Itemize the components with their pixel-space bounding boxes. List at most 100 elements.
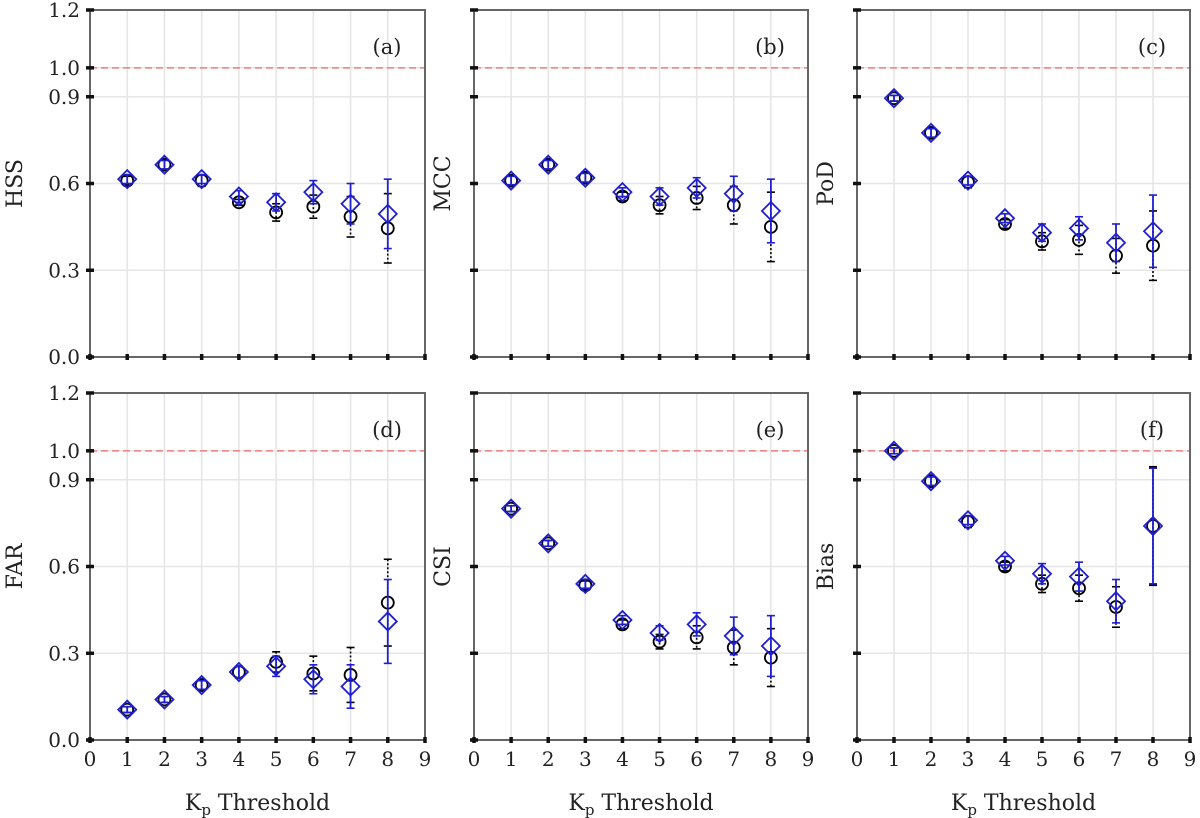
circle-point — [541, 536, 556, 551]
diamond-point — [340, 676, 361, 697]
panel-label: (b) — [755, 35, 785, 59]
x-axis-label-subscript: p — [967, 801, 977, 818]
diamond-point — [500, 170, 522, 191]
diamond-point — [537, 154, 559, 175]
panel-b: MCC (b) — [431, 8, 810, 360]
diamond-point — [377, 611, 399, 632]
x-tick-label: 5 — [270, 747, 283, 771]
diamond-point — [154, 689, 175, 710]
x-tick-label: 1 — [505, 747, 518, 771]
y-axis-label: HSS — [3, 159, 28, 208]
y-tick-label: 0.0 — [48, 728, 80, 752]
x-tick-label: 1 — [121, 747, 134, 771]
panel-label: (c) — [1138, 35, 1166, 59]
circle-point — [504, 501, 519, 516]
diamond-point — [265, 655, 287, 677]
circle-point — [924, 474, 938, 489]
diamond-point — [1142, 515, 1164, 537]
y-axis-label: MCC — [431, 155, 456, 211]
diamond-point — [265, 192, 287, 213]
x-tick-label: 7 — [1110, 747, 1123, 771]
x-tick-label: 3 — [579, 747, 592, 771]
panel-label: (a) — [373, 35, 402, 59]
circle-point — [157, 692, 172, 707]
y-tick-label: 0.3 — [48, 641, 80, 665]
diamond-point — [723, 625, 745, 647]
diamond-point — [575, 167, 596, 188]
x-tick-label: 3 — [195, 747, 208, 771]
x-tick-label: 6 — [307, 747, 320, 771]
diamond-point — [377, 203, 399, 225]
diamond-point — [760, 200, 782, 222]
diamond-point — [957, 509, 979, 531]
diamond-point — [116, 168, 138, 190]
circle-point — [541, 157, 556, 172]
diamond-point — [575, 573, 596, 595]
x-axis-label-rest: Threshold — [594, 791, 713, 816]
diamond-point — [303, 669, 324, 690]
y-tick-label: 1.2 — [48, 0, 80, 22]
diamond-point — [649, 622, 670, 644]
x-tick-label: 0 — [851, 747, 864, 771]
x-tick-label: 0 — [468, 747, 481, 771]
x-tick-label: 6 — [690, 747, 703, 771]
circle-point — [924, 125, 938, 140]
diamond-point — [612, 609, 633, 631]
x-tick-label: 2 — [925, 747, 938, 771]
diamond-point — [1068, 566, 1090, 587]
diamond-point — [1105, 232, 1127, 254]
x-axis-label-rest: Threshold — [211, 791, 330, 816]
x-tick-label: 4 — [616, 747, 629, 771]
circle-point — [887, 443, 901, 458]
diamond-point — [686, 177, 707, 199]
panel-label: (e) — [756, 418, 785, 442]
panel-a: 0.0 0.3 0.6 0.9 1.0 1.2 HSS (a) — [3, 0, 427, 369]
x-tick-label: 0 — [84, 747, 97, 771]
diamond-point — [500, 498, 522, 519]
diamond-point — [957, 170, 979, 191]
circle-point — [120, 702, 135, 717]
x-axis-label: Kp Threshold — [568, 791, 713, 818]
diamond-point — [994, 207, 1016, 229]
x-tick-label: 4 — [233, 747, 246, 771]
diamond-point — [612, 181, 633, 203]
diamond-point — [191, 168, 212, 190]
x-axis-label-main: K — [951, 791, 968, 816]
circle-point — [504, 173, 519, 188]
x-tick-label: 8 — [765, 747, 778, 771]
x-tick-label: 9 — [802, 747, 815, 771]
y-tick-label: 0.6 — [48, 555, 80, 579]
x-tick-label: 7 — [727, 747, 740, 771]
diamond-point — [1031, 563, 1053, 585]
y-axis-label: CSI — [431, 546, 456, 587]
x-tick-label: 5 — [1036, 747, 1049, 771]
x-axis-label: Kp Threshold — [951, 791, 1096, 818]
circle-point — [157, 157, 172, 172]
y-axis-label: FAR — [3, 542, 28, 589]
diamond-point — [723, 183, 745, 204]
panel-label: (d) — [372, 418, 402, 442]
x-axis-label-main: K — [185, 791, 202, 816]
diamond-point — [649, 186, 670, 207]
x-tick-label: 6 — [1073, 747, 1086, 771]
x-tick-label: 9 — [419, 747, 432, 771]
diamond-point — [191, 674, 212, 696]
diamond-point — [1142, 220, 1164, 242]
y-tick-label: 0.6 — [48, 172, 80, 196]
y-tick-label: 0.9 — [48, 468, 80, 492]
y-axis-label: Bias — [814, 543, 839, 591]
x-tick-label: 9 — [1184, 747, 1197, 771]
x-tick-label: 8 — [1147, 747, 1160, 771]
panel-c: PoD (c) — [814, 8, 1192, 360]
diamond-point — [883, 440, 905, 462]
x-tick-label: 4 — [999, 747, 1012, 771]
x-axis-label-subscript: p — [201, 801, 211, 818]
circle-point — [578, 170, 593, 185]
panel-d: 0.0 0.3 0.6 0.9 1.0 1.2 0 1 2 3 4 5 6 7 8 9 Kp Threshold… — [3, 381, 431, 818]
diamond-point — [228, 661, 250, 683]
x-axis-label: Kp Threshold — [185, 791, 330, 818]
x-tick-label: 7 — [344, 747, 357, 771]
panel-f: 0 1 2 3 4 5 6 7 8 9 Kp Threshold Bias (f) — [814, 391, 1197, 818]
circle-point — [194, 678, 209, 692]
